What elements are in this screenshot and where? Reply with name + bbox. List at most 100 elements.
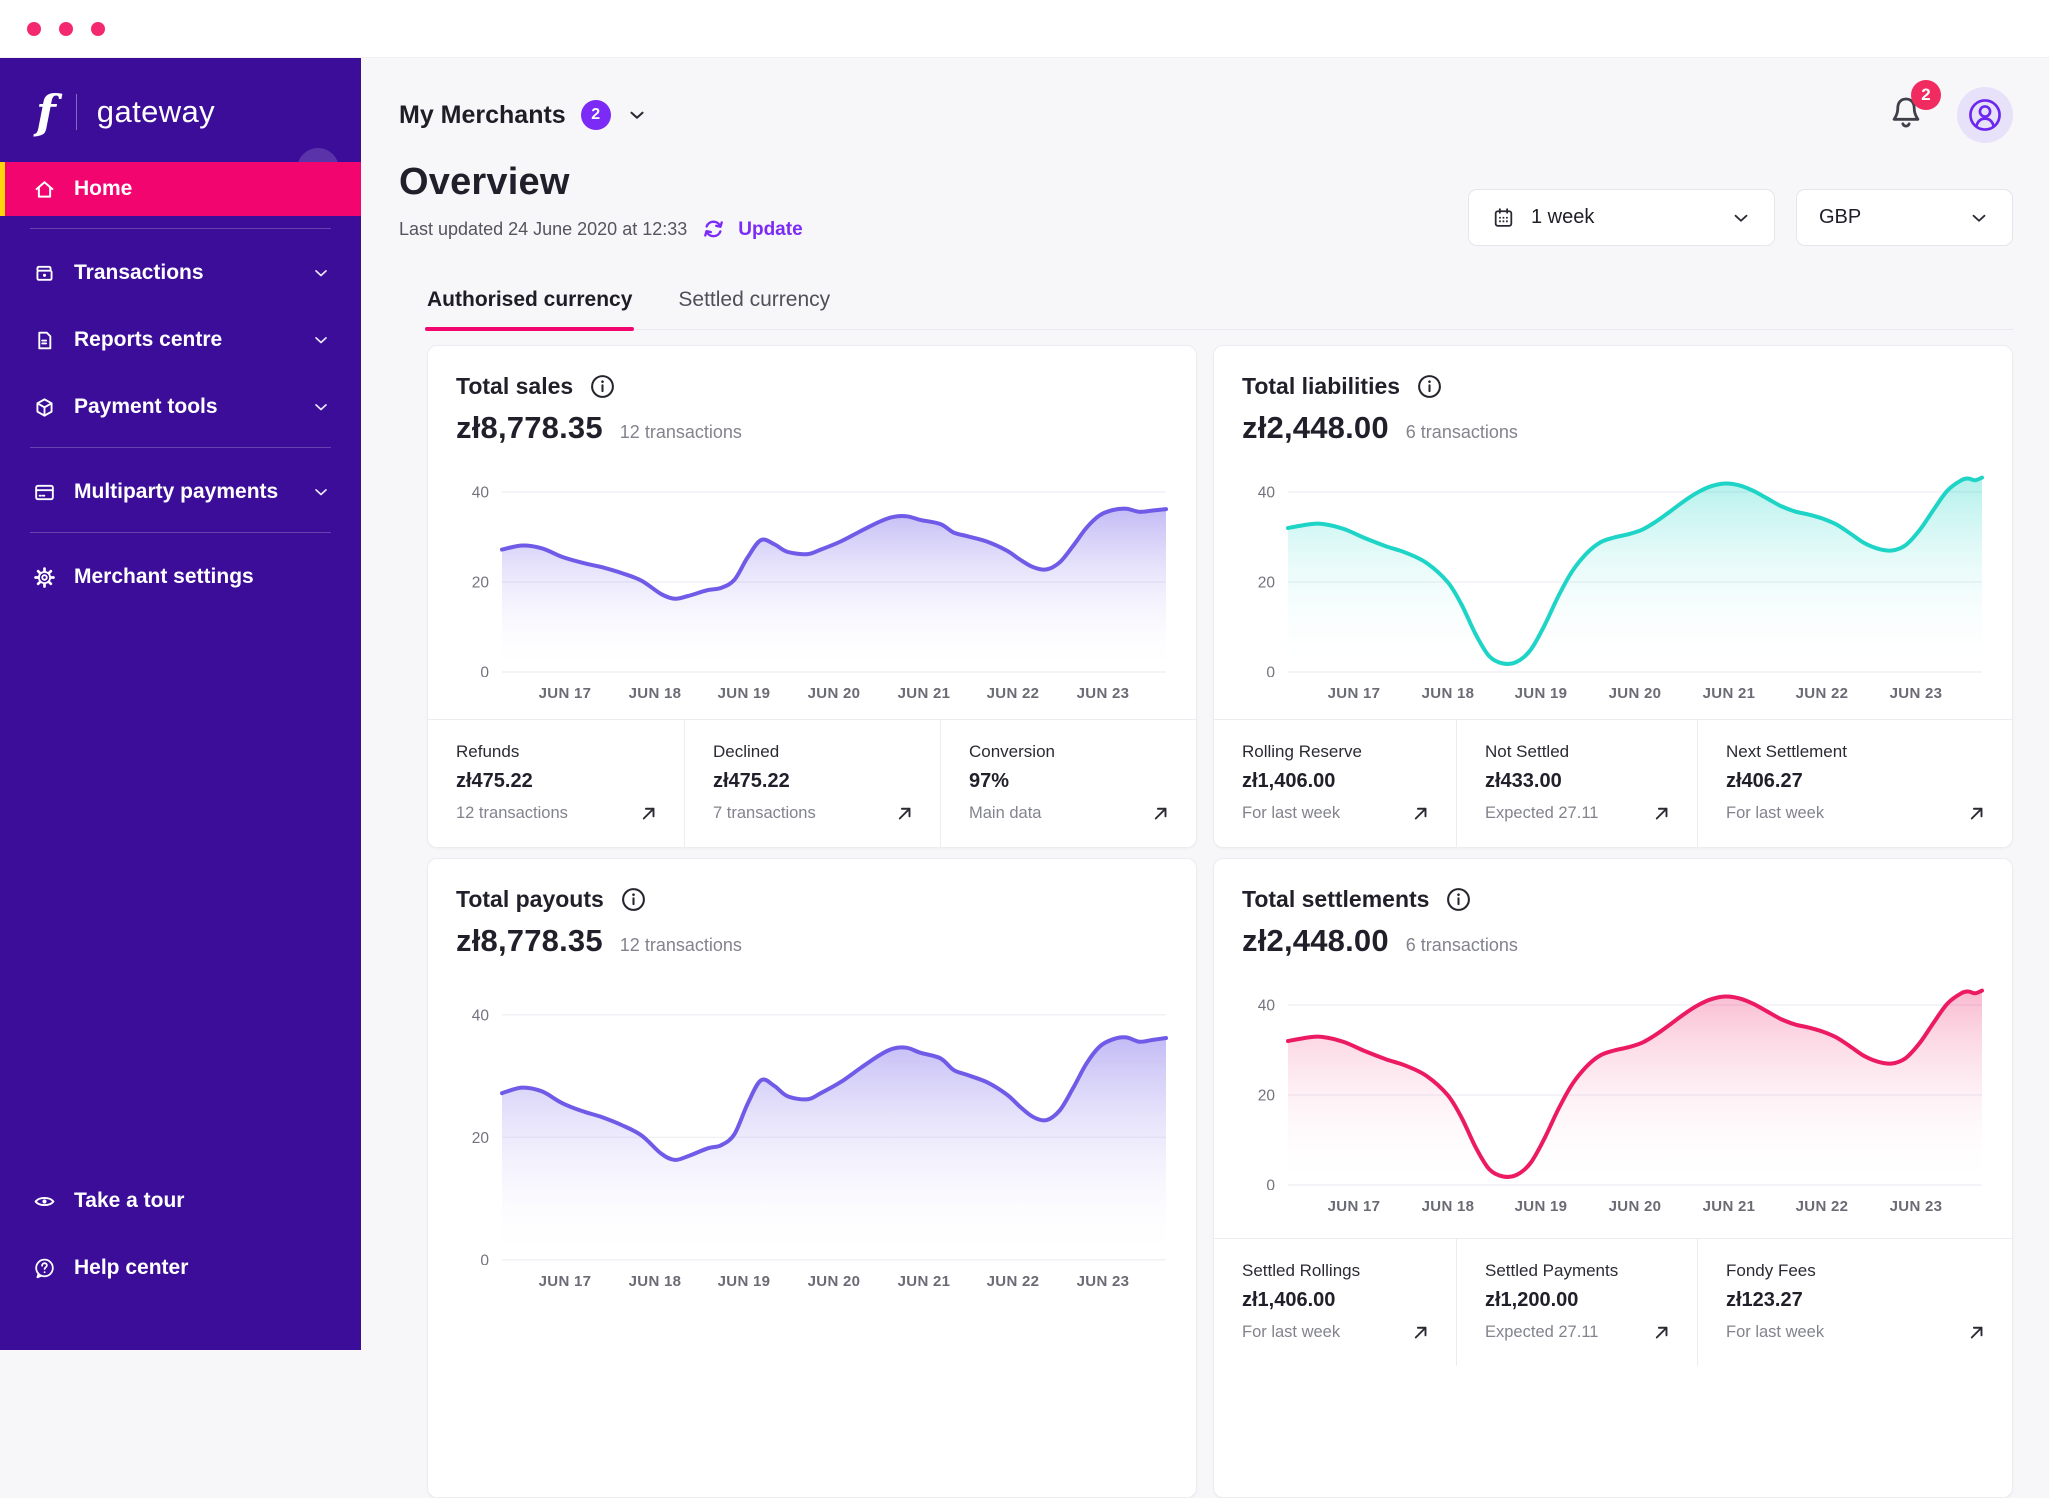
sidebar-item-merchant-settings[interactable]: Merchant settings — [0, 550, 361, 604]
line-chart-svg: 0 20 40 — [472, 1007, 1168, 1265]
open-details-arrow-icon[interactable] — [639, 804, 658, 823]
y-axis-label: 40 — [1258, 485, 1276, 502]
sidebar-item-help-center[interactable]: Help center — [0, 1241, 361, 1295]
x-axis-label: JUN 18 — [1421, 685, 1475, 702]
y-axis-label: 0 — [1266, 1178, 1275, 1191]
x-axis-label: JUN 19 — [1514, 1198, 1568, 1215]
window-dot-icon — [59, 21, 73, 36]
x-axis-label: JUN 20 — [807, 1273, 861, 1290]
stat-conversion: Conversion 97% Main data — [940, 720, 1196, 847]
update-button[interactable]: Update — [700, 216, 803, 243]
stat-settled-rollings: Settled Rollings zł1,406.00 For last wee… — [1214, 1239, 1456, 1366]
y-axis-label: 20 — [1258, 575, 1276, 592]
logo-text: gateway — [96, 94, 216, 129]
y-axis-label: 0 — [480, 1252, 489, 1265]
currency-value: GBP — [1819, 206, 1862, 228]
tab-settled-currency[interactable]: Settled currency — [678, 288, 831, 311]
update-label: Update — [738, 218, 803, 240]
x-axis-label: JUN 21 — [1702, 685, 1756, 702]
info-icon[interactable] — [1444, 885, 1473, 914]
sidebar-divider — [30, 447, 331, 448]
card-transactions: 6 transactions — [1405, 422, 1518, 442]
brand-f-logo: f — [36, 85, 56, 139]
x-axis-label: JUN 22 — [986, 1273, 1040, 1290]
period-select[interactable]: 1 week — [1468, 189, 1775, 246]
open-details-arrow-icon[interactable] — [895, 804, 914, 823]
filters: 1 week GBP — [1468, 189, 2013, 246]
card-stats: Settled Rollings zł1,406.00 For last wee… — [1214, 1238, 2012, 1366]
sidebar-item-payment-tools[interactable]: Payment tools — [0, 380, 361, 434]
line-chart-svg: 0 20 40 — [1258, 475, 1984, 678]
open-details-arrow-icon[interactable] — [1411, 1323, 1430, 1342]
card-title: Total liabilities — [1242, 373, 1401, 399]
x-axis-labels: JUN 17 JUN 18 JUN 19 JUN 20 JUN 21 JUN 22 JUN … — [456, 1273, 1168, 1299]
x-axis-labels: JUN 17 JUN 18 JUN 19 JUN 20 JUN 21 JUN 22 JUN … — [1242, 1198, 1984, 1224]
card-amount: zł8,778.35 — [456, 923, 603, 958]
sidebar-item-label: Transactions — [74, 261, 204, 284]
user-icon — [1966, 96, 2004, 134]
x-axis-labels: JUN 17 JUN 18 JUN 19 JUN 20 JUN 21 JUN 22 JUN … — [1242, 685, 1984, 711]
x-axis-label: JUN 22 — [1795, 685, 1849, 702]
x-axis-label: JUN 21 — [1702, 1198, 1756, 1215]
tab-authorised-currency[interactable]: Authorised currency — [424, 288, 635, 331]
card-title: Total sales — [456, 373, 574, 399]
card-amount: zł8,778.35 — [456, 410, 603, 445]
currency-tabs: Authorised currency Settled currency — [424, 288, 2013, 331]
payment-tools-icon — [32, 395, 57, 420]
sidebar-item-transactions[interactable]: Transactions — [0, 246, 361, 300]
currency-select[interactable]: GBP — [1796, 189, 2013, 246]
y-axis-label: 0 — [1266, 665, 1275, 678]
info-icon[interactable] — [619, 885, 648, 914]
sidebar-item-label: Take a tour — [74, 1189, 185, 1212]
help-icon — [32, 1256, 57, 1281]
total-payouts-card: Total payouts zł8,778.35 12 transactions… — [427, 858, 1197, 1498]
sidebar-divider — [30, 532, 331, 533]
multiparty-icon — [32, 480, 57, 505]
total-payouts-chart: 0 20 40 JUN 17 JUN 18 JUN 19 JUN 20 JUN 21 JUN 2… — [456, 973, 1168, 1299]
sidebar-item-label: Home — [74, 177, 133, 200]
card-transactions: 12 transactions — [619, 935, 742, 955]
x-axis-label: JUN 23 — [1889, 685, 1943, 702]
chart-area-fill — [502, 508, 1166, 672]
sidebar: f gateway Home — [0, 57, 361, 1350]
page-title: Overview — [399, 161, 570, 203]
header-actions: 2 — [1885, 79, 2013, 143]
x-axis-label: JUN 20 — [807, 685, 861, 702]
sidebar-item-take-a-tour[interactable]: Take a tour — [0, 1174, 361, 1228]
chart-line — [500, 1035, 1168, 1162]
y-axis-label: 40 — [472, 485, 490, 502]
x-axis-label: JUN 20 — [1608, 685, 1662, 702]
x-axis-label: JUN 17 — [538, 1273, 592, 1290]
card-stats: Refunds zł475.22 12 transactions Decline… — [428, 719, 1196, 847]
sidebar-item-multiparty-payments[interactable]: Multiparty payments — [0, 465, 361, 519]
merchant-switcher[interactable]: My Merchants 2 — [399, 100, 648, 130]
stat-rolling-reserve: Rolling Reserve zł1,406.00 For last week — [1214, 720, 1456, 847]
chevron-down-icon — [311, 482, 331, 502]
updated-row: Last updated 24 June 2020 at 12:33 Updat… — [399, 216, 803, 243]
notifications-button[interactable]: 2 — [1885, 79, 1941, 139]
avatar[interactable] — [1957, 87, 2013, 143]
open-details-arrow-icon[interactable] — [1967, 804, 1986, 823]
info-icon[interactable] — [588, 372, 617, 401]
sidebar-menu: Home Transactions Reports cent — [0, 162, 361, 617]
notification-count-badge: 2 — [1911, 79, 1941, 110]
open-details-arrow-icon[interactable] — [1652, 804, 1671, 823]
open-details-arrow-icon[interactable] — [1967, 1323, 1986, 1342]
page-header: My Merchants 2 2 — [399, 79, 2013, 143]
sidebar-item-label: Payment tools — [74, 395, 218, 418]
open-details-arrow-icon[interactable] — [1411, 804, 1430, 823]
y-axis-label: 40 — [1258, 998, 1276, 1015]
x-axis-label: JUN 20 — [1608, 1198, 1662, 1215]
sidebar-footer: Take a tour Help center — [0, 1174, 361, 1350]
x-axis-labels: JUN 17 JUN 18 JUN 19 JUN 20 JUN 21 JUN 22 JUN … — [456, 685, 1168, 711]
open-details-arrow-icon[interactable] — [1652, 1323, 1671, 1342]
chevron-down-icon — [626, 104, 648, 126]
x-axis-label: JUN 19 — [717, 685, 771, 702]
stat-fondy-fees: Fondy Fees zł123.27 For last week — [1697, 1239, 2012, 1366]
x-axis-label: JUN 21 — [897, 1273, 951, 1290]
sidebar-item-home[interactable]: Home — [0, 162, 361, 216]
sidebar-item-reports-centre[interactable]: Reports centre — [0, 313, 361, 367]
info-icon[interactable] — [1415, 372, 1444, 401]
window-titlebar — [0, 0, 2049, 58]
open-details-arrow-icon[interactable] — [1151, 804, 1170, 823]
